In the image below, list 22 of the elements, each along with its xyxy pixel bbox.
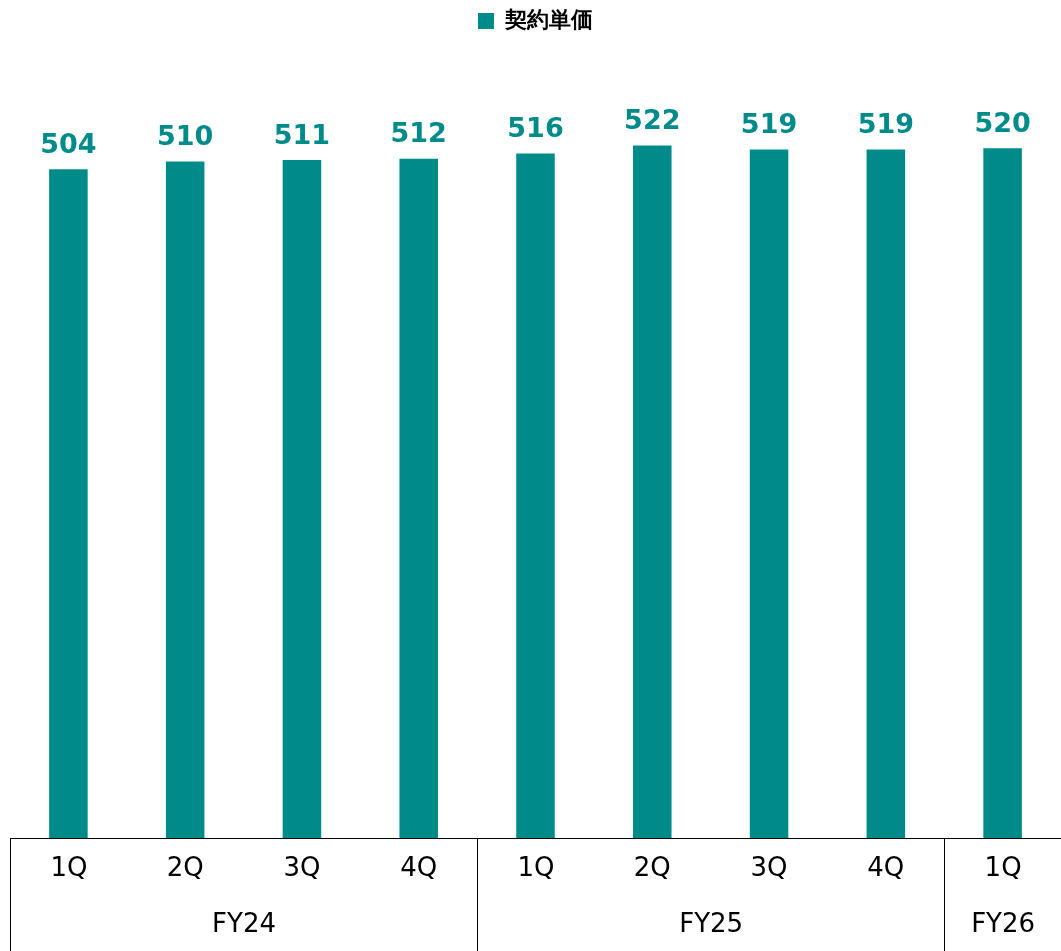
data-label: 519 xyxy=(857,107,915,139)
x-tick-label: 1Q xyxy=(944,839,1061,894)
data-label: 516 xyxy=(507,111,564,143)
x-tick-label: 4Q xyxy=(399,850,439,884)
text: FY26 xyxy=(944,894,1061,951)
x-tick-label: 3Q xyxy=(282,850,322,884)
x-tick-label: 1Q xyxy=(477,839,594,894)
legend-label: 契約単価 xyxy=(504,6,593,32)
text: FY25 xyxy=(477,894,945,951)
data-label: 512 xyxy=(390,117,447,149)
data-label: 511 xyxy=(273,118,331,150)
x-tick-label: 2Q xyxy=(632,850,672,884)
x-tick-label: 2Q xyxy=(165,850,205,884)
x-tick-label: 4Q xyxy=(866,850,906,884)
data-label: 522 xyxy=(624,104,681,135)
data-label: 520 xyxy=(974,106,1031,138)
data-label: 510 xyxy=(156,119,214,151)
data-label: 519 xyxy=(740,107,798,139)
data-label: 504 xyxy=(40,127,97,159)
x-tick-label: 3Q xyxy=(749,850,789,884)
text: FY24 xyxy=(10,894,478,951)
x-tick-label: 1Q xyxy=(10,839,127,894)
